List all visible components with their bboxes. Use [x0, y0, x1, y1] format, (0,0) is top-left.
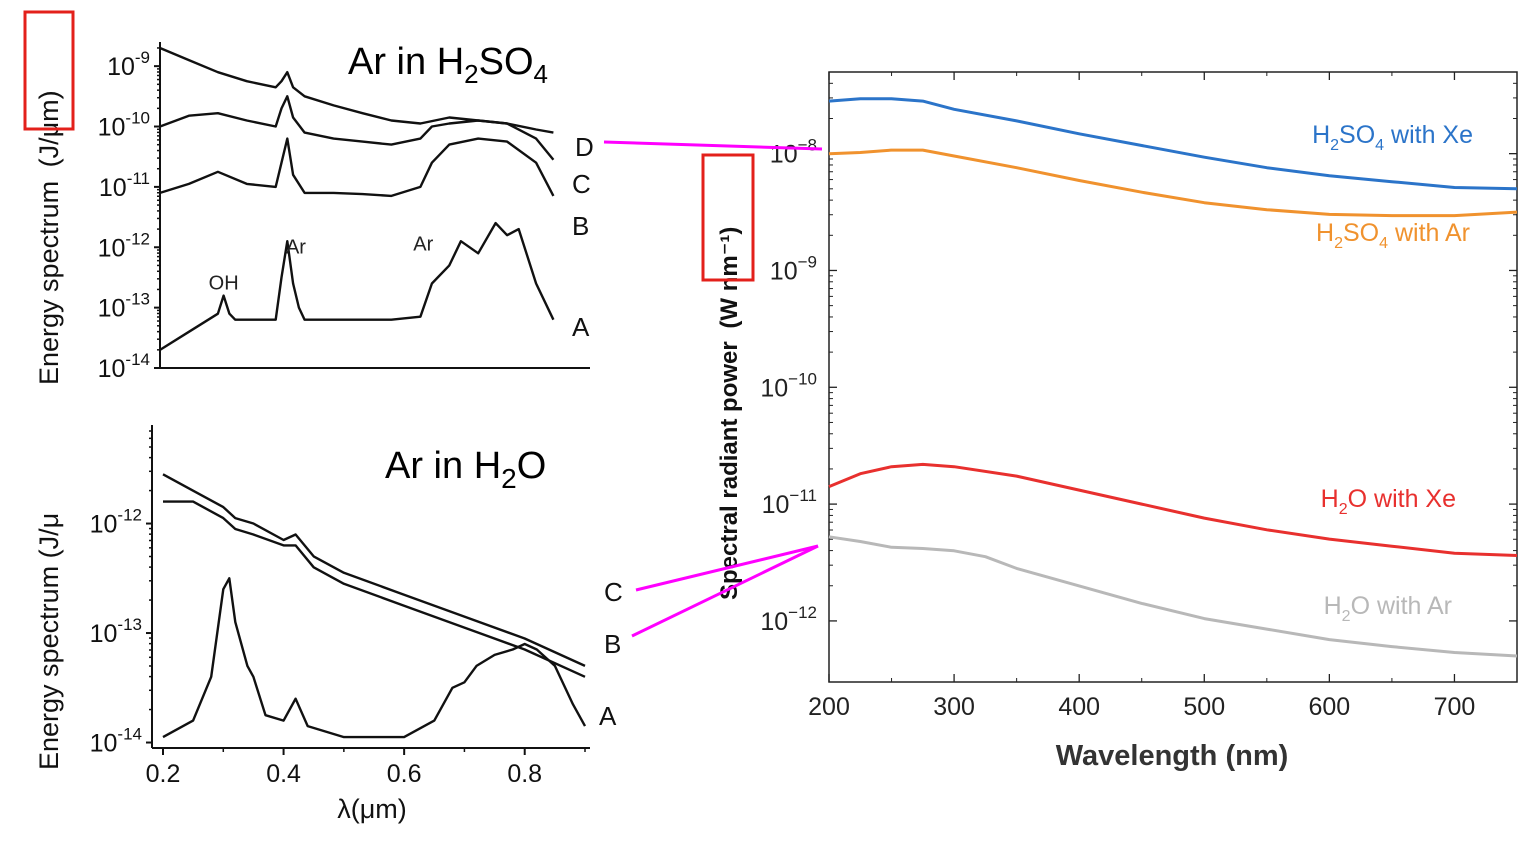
right-plot-frame: [828, 71, 1518, 683]
top-left-annotation-ar-2: Ar: [413, 233, 433, 255]
panel2-y-tick-label-0: 10−8: [770, 136, 817, 169]
top-left-title: Ar in H2SO4: [348, 41, 548, 89]
connector-lines: [603, 140, 823, 638]
panel0-y-tick-label-0: 10-9: [107, 48, 150, 81]
top-left-y-label: Energy spectrum (J/μm): [34, 90, 64, 385]
bottom-left-x-tick-label-2: 0.6: [387, 760, 422, 788]
bottom-left-y-label: Energy spectrum (J/μ: [34, 513, 64, 770]
panel0-y-tick-label-1: 10-10: [98, 109, 150, 142]
right-series-h-o-with-xe: [828, 462, 1518, 557]
panel1-y-tick-label-2: 10-14: [90, 725, 142, 758]
panel2-y-tick-label-4: 10−12: [760, 603, 817, 636]
right-series-h-so-with-ar: [828, 148, 1518, 218]
panel0-series-label-a: A: [572, 312, 590, 342]
panel1-y-tick-label-1: 10-13: [90, 615, 142, 648]
right-x-tick-label-2: 400: [1058, 693, 1100, 721]
connector-d-to-h2so4-ar: [603, 140, 823, 151]
panel2-y-tick-label-3: 10−11: [762, 486, 817, 519]
right-x-label: Wavelength (nm): [1056, 740, 1289, 772]
bottom-left-x-label: λ(μm): [337, 794, 407, 824]
right-series-label-h-so-with-xe: H2SO4 with Xe: [1312, 121, 1473, 154]
right-series-label-h-o-with-xe: H2O with Xe: [1321, 485, 1456, 518]
right-panel: 10−8 10−9 10−10 10−11 10−12 200 300 400 500 600 7…: [701, 71, 1518, 772]
right-y-label: Spectral radiant power (W nm⁻¹): [716, 227, 743, 600]
panel0-series-c: [159, 95, 555, 161]
bottom-left-x-tick-label-1: 0.4: [266, 760, 301, 788]
top-left-unit-highlight-box: [23, 10, 75, 131]
bottom-left-panel: 10-12 10-13 10-14 0.2 0.4 0.6 0.8 CB A Ar in H…: [34, 425, 623, 824]
panel1-series-label-a: A: [599, 701, 617, 731]
panel1-series-label-b: B: [604, 629, 621, 659]
bottom-left-title: Ar in H2O: [385, 445, 546, 494]
bottom-left-x-tick-label-0: 0.2: [146, 760, 181, 788]
panel0-series-label-b: B: [572, 211, 589, 241]
panel0-series-label-d: D: [575, 132, 594, 162]
right-series-h-so-with-xe: [828, 97, 1518, 191]
panel1-series-label-c: C: [604, 577, 623, 607]
panel2-y-tick-label-1: 10−9: [770, 252, 817, 285]
bottom-left-x-tick-label-3: 0.8: [507, 760, 542, 788]
right-x-tick-label-3: 500: [1183, 693, 1225, 721]
right-series-label-h-so-with-ar: H2SO4 with Ar: [1316, 219, 1470, 252]
top-left-annotation-ar-1: Ar: [286, 236, 306, 258]
panel0-y-tick-label-3: 10-12: [98, 229, 150, 262]
right-unit-highlight-box: [701, 153, 755, 282]
panel0-y-tick-label-5: 10-14: [98, 350, 150, 383]
panel0-y-tick-label-4: 10-13: [98, 290, 150, 323]
panel0-series-a: [159, 221, 555, 351]
panel0-series-b: [159, 137, 555, 198]
panel1-series-b: [163, 500, 586, 678]
panel0-y-tick-label-2: 10-11: [99, 169, 150, 202]
top-left-panel: 10-9 10-10 10-11 10-12 10-13 10-14 DCB A OH Ar A…: [23, 10, 594, 385]
connector-b-to-h2o-ar: [631, 544, 819, 638]
panel0-series-label-c: C: [572, 169, 591, 199]
top-left-annotation-oh-0: OH: [209, 273, 239, 295]
panel1-series-a: [162, 577, 587, 739]
right-x-tick-label-1: 300: [933, 693, 975, 721]
panel2-y-tick-label-2: 10−10: [760, 369, 817, 402]
right-x-tick-label-5: 700: [1434, 693, 1476, 721]
right-x-tick-label-0: 200: [808, 693, 850, 721]
connector-c-to-h2o-ar: [635, 544, 819, 592]
right-series-label-h-o-with-ar: H2O with Ar: [1324, 592, 1452, 625]
right-x-tick-label-4: 600: [1309, 693, 1351, 721]
panel1-series-c: [162, 473, 586, 667]
panel1-y-tick-label-0: 10-12: [90, 506, 142, 539]
right-series-h-o-with-ar: [828, 535, 1518, 658]
